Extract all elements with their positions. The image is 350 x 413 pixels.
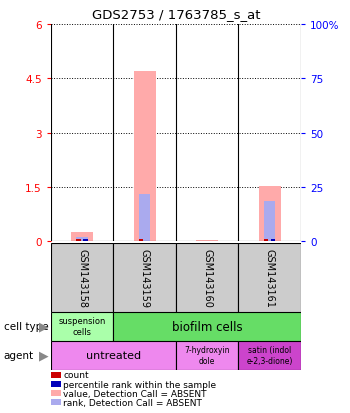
Text: percentile rank within the sample: percentile rank within the sample	[63, 380, 216, 389]
Text: suspension
cells: suspension cells	[58, 317, 106, 336]
Text: agent: agent	[4, 350, 34, 360]
Bar	[176, 244, 238, 312]
Bar	[264, 240, 268, 242]
Text: count: count	[63, 370, 89, 380]
Text: satin (indol
e-2,3-dione): satin (indol e-2,3-dione)	[246, 346, 293, 365]
Text: ▶: ▶	[39, 349, 49, 362]
Bar	[51, 244, 113, 312]
Bar	[76, 237, 88, 242]
Bar	[176, 341, 238, 370]
Bar	[259, 187, 281, 242]
Text: value, Detection Call = ABSENT: value, Detection Call = ABSENT	[63, 389, 206, 398]
Bar	[113, 244, 176, 312]
Text: untreated: untreated	[86, 350, 141, 360]
Text: rank, Detection Call = ABSENT: rank, Detection Call = ABSENT	[63, 398, 202, 407]
Bar	[238, 341, 301, 370]
Bar	[139, 195, 150, 242]
Bar	[51, 341, 176, 370]
Bar	[238, 244, 301, 312]
Text: GSM143158: GSM143158	[77, 248, 87, 307]
Text: biofilm cells: biofilm cells	[172, 320, 243, 333]
Text: GSM143161: GSM143161	[265, 248, 275, 307]
Bar	[271, 240, 275, 242]
Text: cell type: cell type	[4, 321, 48, 331]
Bar	[76, 240, 81, 242]
Text: 7-hydroxyin
dole: 7-hydroxyin dole	[184, 346, 230, 365]
Bar	[134, 72, 155, 242]
Bar	[139, 240, 144, 242]
Text: ▶: ▶	[39, 320, 49, 333]
Bar	[71, 233, 93, 242]
Bar	[196, 241, 218, 242]
Bar	[51, 312, 113, 341]
Text: GSM143160: GSM143160	[202, 248, 212, 307]
Title: GDS2753 / 1763785_s_at: GDS2753 / 1763785_s_at	[92, 8, 260, 21]
Text: GSM143159: GSM143159	[140, 248, 149, 307]
Bar	[264, 202, 275, 242]
Bar	[83, 240, 88, 242]
Bar	[113, 312, 301, 341]
